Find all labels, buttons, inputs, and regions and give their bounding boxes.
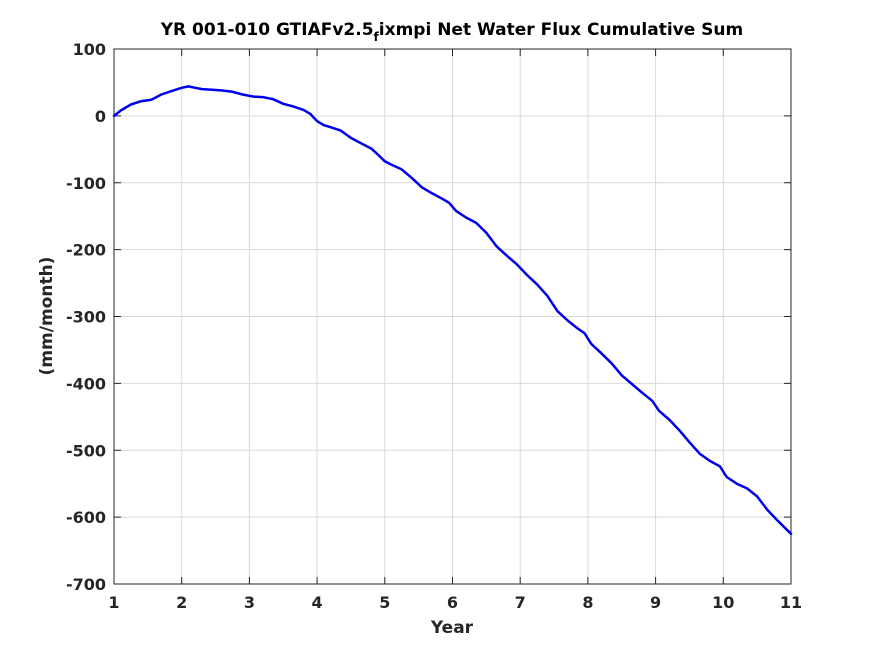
- chart-title-subscript: f: [374, 30, 380, 44]
- y-tick-label: -100: [66, 174, 106, 193]
- x-tick-label: 11: [780, 593, 802, 612]
- y-tick-label: 100: [73, 40, 106, 59]
- x-tick-label: 3: [244, 593, 255, 612]
- y-tick-label: -400: [66, 374, 106, 393]
- y-tick-label: -700: [66, 575, 106, 594]
- chart-title: YR 001-010 GTIAFv2.5fixmpi Net Water Flu…: [160, 20, 744, 44]
- series-layer: [112, 85, 793, 536]
- y-tick-label: -500: [66, 441, 106, 460]
- x-tick-label: 7: [515, 593, 526, 612]
- tick-marks: [113, 48, 792, 585]
- x-tick-label: 4: [312, 593, 323, 612]
- x-tick-label: 1: [108, 593, 119, 612]
- y-tick-label: -600: [66, 508, 106, 527]
- x-axis-label: Year: [430, 618, 474, 638]
- x-tick-label: 2: [176, 593, 187, 612]
- y-tick-label: -200: [66, 241, 106, 260]
- y-tick-label: 0: [95, 107, 106, 126]
- x-tick-label: 8: [582, 593, 593, 612]
- x-tick-label: 9: [650, 593, 661, 612]
- chart-title-rest: ixmpi Net Water Flux Cumulative Sum: [379, 20, 743, 40]
- x-tick-label: 6: [447, 593, 458, 612]
- y-tick-labels: 100 0 -100 -200 -300 -400 -500 -600 -700: [66, 40, 106, 594]
- x-tick-label: 10: [712, 593, 734, 612]
- x-tick-labels: 1 2 3 4 5 6 7 8 9 10 11: [108, 593, 802, 612]
- y-axis-label: (mm/month): [37, 257, 57, 376]
- x-tick-label: 5: [379, 593, 390, 612]
- y-tick-label: -300: [66, 308, 106, 327]
- series-line-1: [112, 85, 793, 536]
- chart-title-main: YR 001-010 GTIAFv2.5: [160, 20, 374, 40]
